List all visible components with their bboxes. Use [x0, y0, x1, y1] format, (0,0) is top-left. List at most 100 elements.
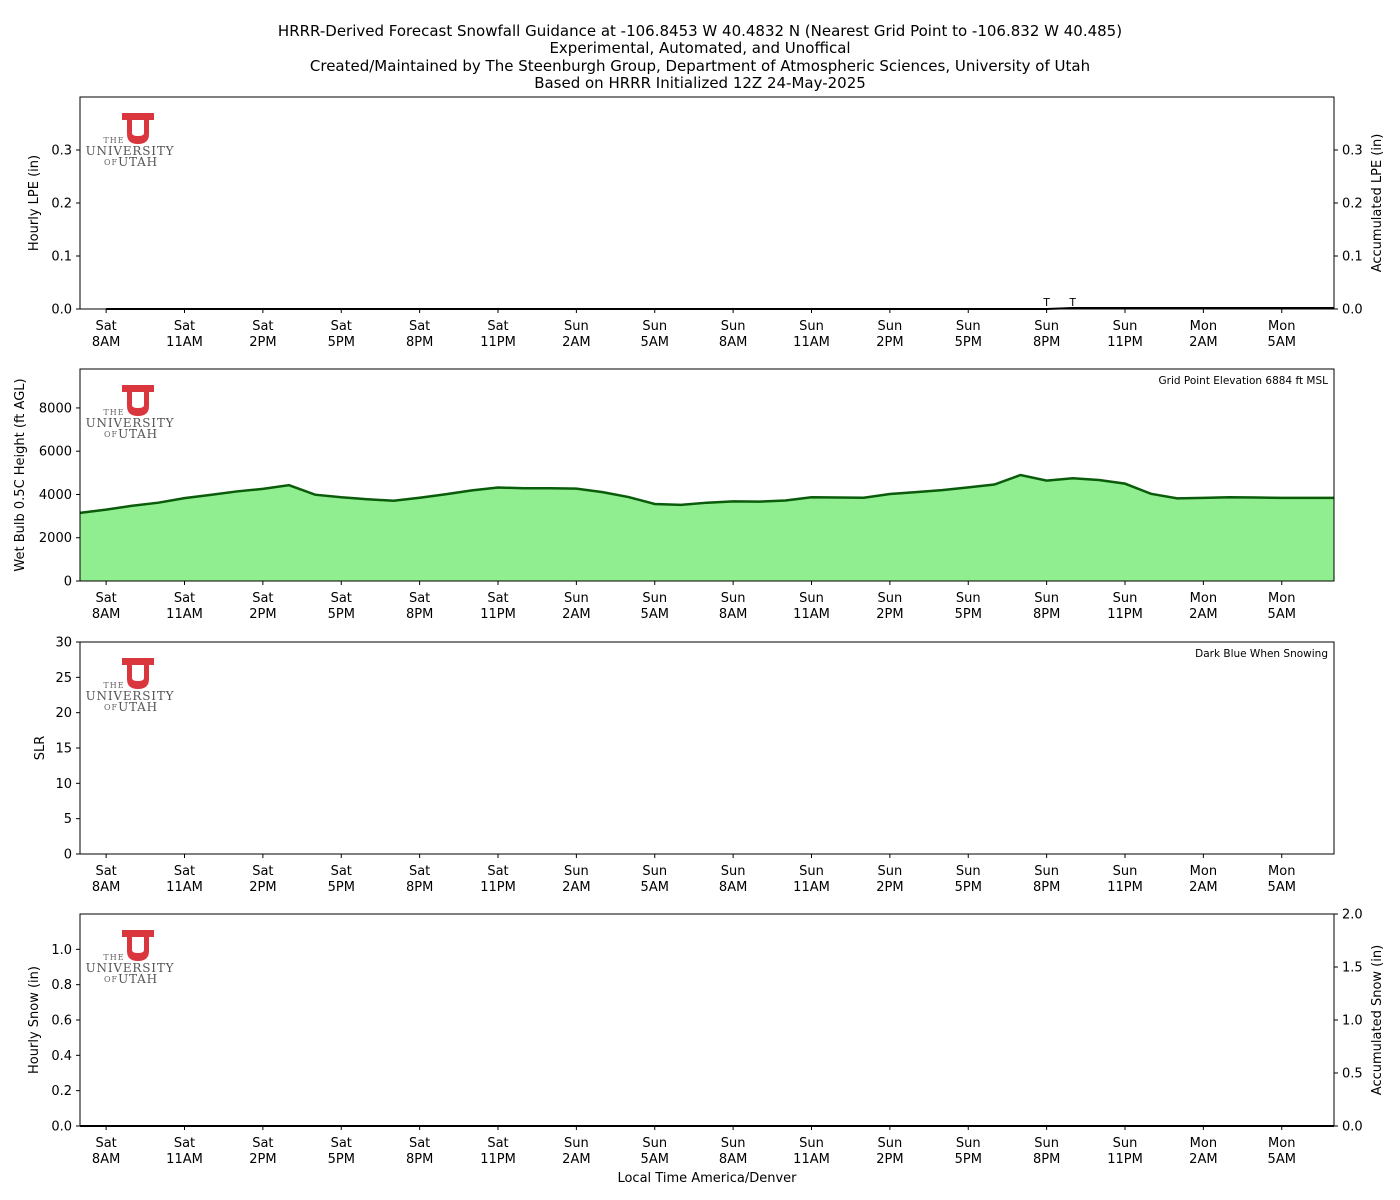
y-tick-label: 15	[55, 742, 72, 757]
x-tick-day: Sun	[564, 864, 589, 879]
y-tick-label: 30	[55, 636, 72, 651]
x-tick-day: Sat	[409, 319, 430, 334]
panel-frame	[79, 368, 1335, 582]
y-tick-label: 0	[64, 575, 72, 590]
y-axis-label: Hourly LPE (in)	[27, 155, 42, 251]
x-tick-time: 2PM	[249, 1152, 276, 1167]
hourly-lpe-panel: T T 0.0 0.1 0.2 0.3 0.0 0.1 0.2 0.3 Hourly LPE (in…	[27, 96, 1385, 350]
x-tick-time: 11PM	[1107, 335, 1143, 350]
panel-annotation: Dark Blue When Snowing	[1195, 648, 1328, 660]
x-tick-time: 5AM	[641, 607, 669, 622]
x-tick-time: 11PM	[480, 607, 516, 622]
wet-bulb-height-panel: 0 2000 4000 6000 8000 Wet Bulb 0.5C Height (f…	[13, 368, 1335, 622]
y-tick-label: 1.0	[51, 943, 72, 958]
y-axis-label: Wet Bulb 0.5C Height (ft AGL)	[13, 378, 28, 571]
x-tick-time: 8AM	[719, 880, 747, 895]
x-tick-time: 8AM	[719, 1152, 747, 1167]
x-tick-time: 5PM	[328, 1152, 355, 1167]
x-tick-time: 11PM	[480, 335, 516, 350]
logo-utah: UTAH	[118, 972, 158, 986]
x-tick-day: Sun	[956, 1136, 981, 1151]
x-tick-day: Sun	[799, 1136, 824, 1151]
y-axis-label-right: Accumulated LPE (in)	[1370, 134, 1385, 273]
title-line-1: HRRR-Derived Forecast Snowfall Guidance …	[278, 22, 1122, 40]
x-tick-time: 11PM	[1107, 1152, 1143, 1167]
x-tick-time: 11AM	[793, 607, 830, 622]
utah-block-u-icon	[122, 658, 154, 689]
x-tick-day: Sat	[252, 1136, 273, 1151]
x-tick-day: Sun	[642, 864, 667, 879]
x-tick-day: Mon	[1268, 591, 1295, 606]
x-tick-day: Sun	[564, 1136, 589, 1151]
x-tick-time: 5AM	[1268, 607, 1296, 622]
x-tick-day: Mon	[1190, 319, 1217, 334]
x-tick-day: Sat	[174, 1136, 195, 1151]
x-tick-time: 8PM	[406, 1152, 433, 1167]
x-tick-time: 5PM	[328, 607, 355, 622]
x-tick-day: Sun	[956, 319, 981, 334]
x-tick-day: Sat	[95, 864, 116, 879]
x-tick-time: 5AM	[641, 335, 669, 350]
y-axis-label: Hourly Snow (in)	[27, 966, 42, 1074]
x-tick-time: 2PM	[876, 1152, 903, 1167]
y-tick-label: 8000	[39, 401, 72, 416]
x-tick-day: Sun	[721, 1136, 746, 1151]
title-line-3: Created/Maintained by The Steenburgh Gro…	[310, 57, 1090, 75]
y-right-tick-label: 0.0	[1342, 1120, 1363, 1135]
x-tick-time: 11AM	[793, 335, 830, 350]
x-tick-day: Mon	[1190, 1136, 1217, 1151]
x-tick-time: 8AM	[92, 880, 120, 895]
x-tick-time: 2PM	[249, 607, 276, 622]
x-tick-time: 11AM	[793, 880, 830, 895]
x-tick-day: Sat	[331, 591, 352, 606]
x-tick-time: 8PM	[1033, 335, 1060, 350]
x-tick-day: Sat	[95, 319, 116, 334]
title-line-4: Based on HRRR Initialized 12Z 24-May-202…	[534, 74, 866, 92]
x-tick-time: 5AM	[1268, 1152, 1296, 1167]
x-tick-day: Sun	[799, 591, 824, 606]
y-tick-label: 0.2	[51, 197, 72, 212]
x-tick-time: 11AM	[166, 335, 203, 350]
y-right-tick-label: 2.0	[1342, 908, 1363, 923]
x-tick-time: 5PM	[955, 335, 982, 350]
y-right-tick-label: 0.3	[1342, 144, 1363, 159]
x-tick-time: 11AM	[166, 880, 203, 895]
x-tick-time: 8AM	[719, 607, 747, 622]
logo-of: OF	[104, 975, 118, 984]
logo-university: UNIVERSITY	[86, 416, 175, 430]
panel-annotation: Grid Point Elevation 6884 ft MSL	[1159, 375, 1329, 387]
x-tick-time: 11PM	[1107, 607, 1143, 622]
x-tick-day: Sun	[799, 319, 824, 334]
x-tick-day: Sun	[642, 1136, 667, 1151]
y-tick-label: 6000	[39, 445, 72, 460]
x-tick-day: Sun	[564, 319, 589, 334]
logo-the: THE	[103, 408, 124, 417]
x-tick-time: 8PM	[1033, 880, 1060, 895]
x-tick-day: Sun	[1034, 864, 1059, 879]
x-tick-day: Sat	[252, 319, 273, 334]
x-tick-time: 8PM	[1033, 1152, 1060, 1167]
x-tick-time: 5PM	[955, 1152, 982, 1167]
logo-the: THE	[103, 136, 124, 145]
x-tick-time: 5AM	[1268, 880, 1296, 895]
x-tick-time: 11AM	[166, 607, 203, 622]
x-tick-day: Sun	[642, 591, 667, 606]
y-tick-label: 0.3	[51, 144, 72, 159]
panel-frame	[79, 96, 1335, 310]
wet-bulb-line	[79, 473, 1334, 515]
x-tick-day: Sun	[1113, 591, 1138, 606]
x-tick-day: Sat	[252, 591, 273, 606]
x-tick-day: Sat	[331, 864, 352, 879]
x-tick-time: 5PM	[328, 335, 355, 350]
panel-frame	[79, 641, 1335, 855]
x-tick-time: 11AM	[166, 1152, 203, 1167]
x-tick-day: Sat	[487, 591, 508, 606]
utah-block-u-icon	[122, 385, 154, 416]
x-tick-time: 11AM	[793, 1152, 830, 1167]
x-tick-time: 8PM	[406, 607, 433, 622]
x-tick-time: 11PM	[1107, 880, 1143, 895]
x-tick-time: 2AM	[562, 335, 590, 350]
